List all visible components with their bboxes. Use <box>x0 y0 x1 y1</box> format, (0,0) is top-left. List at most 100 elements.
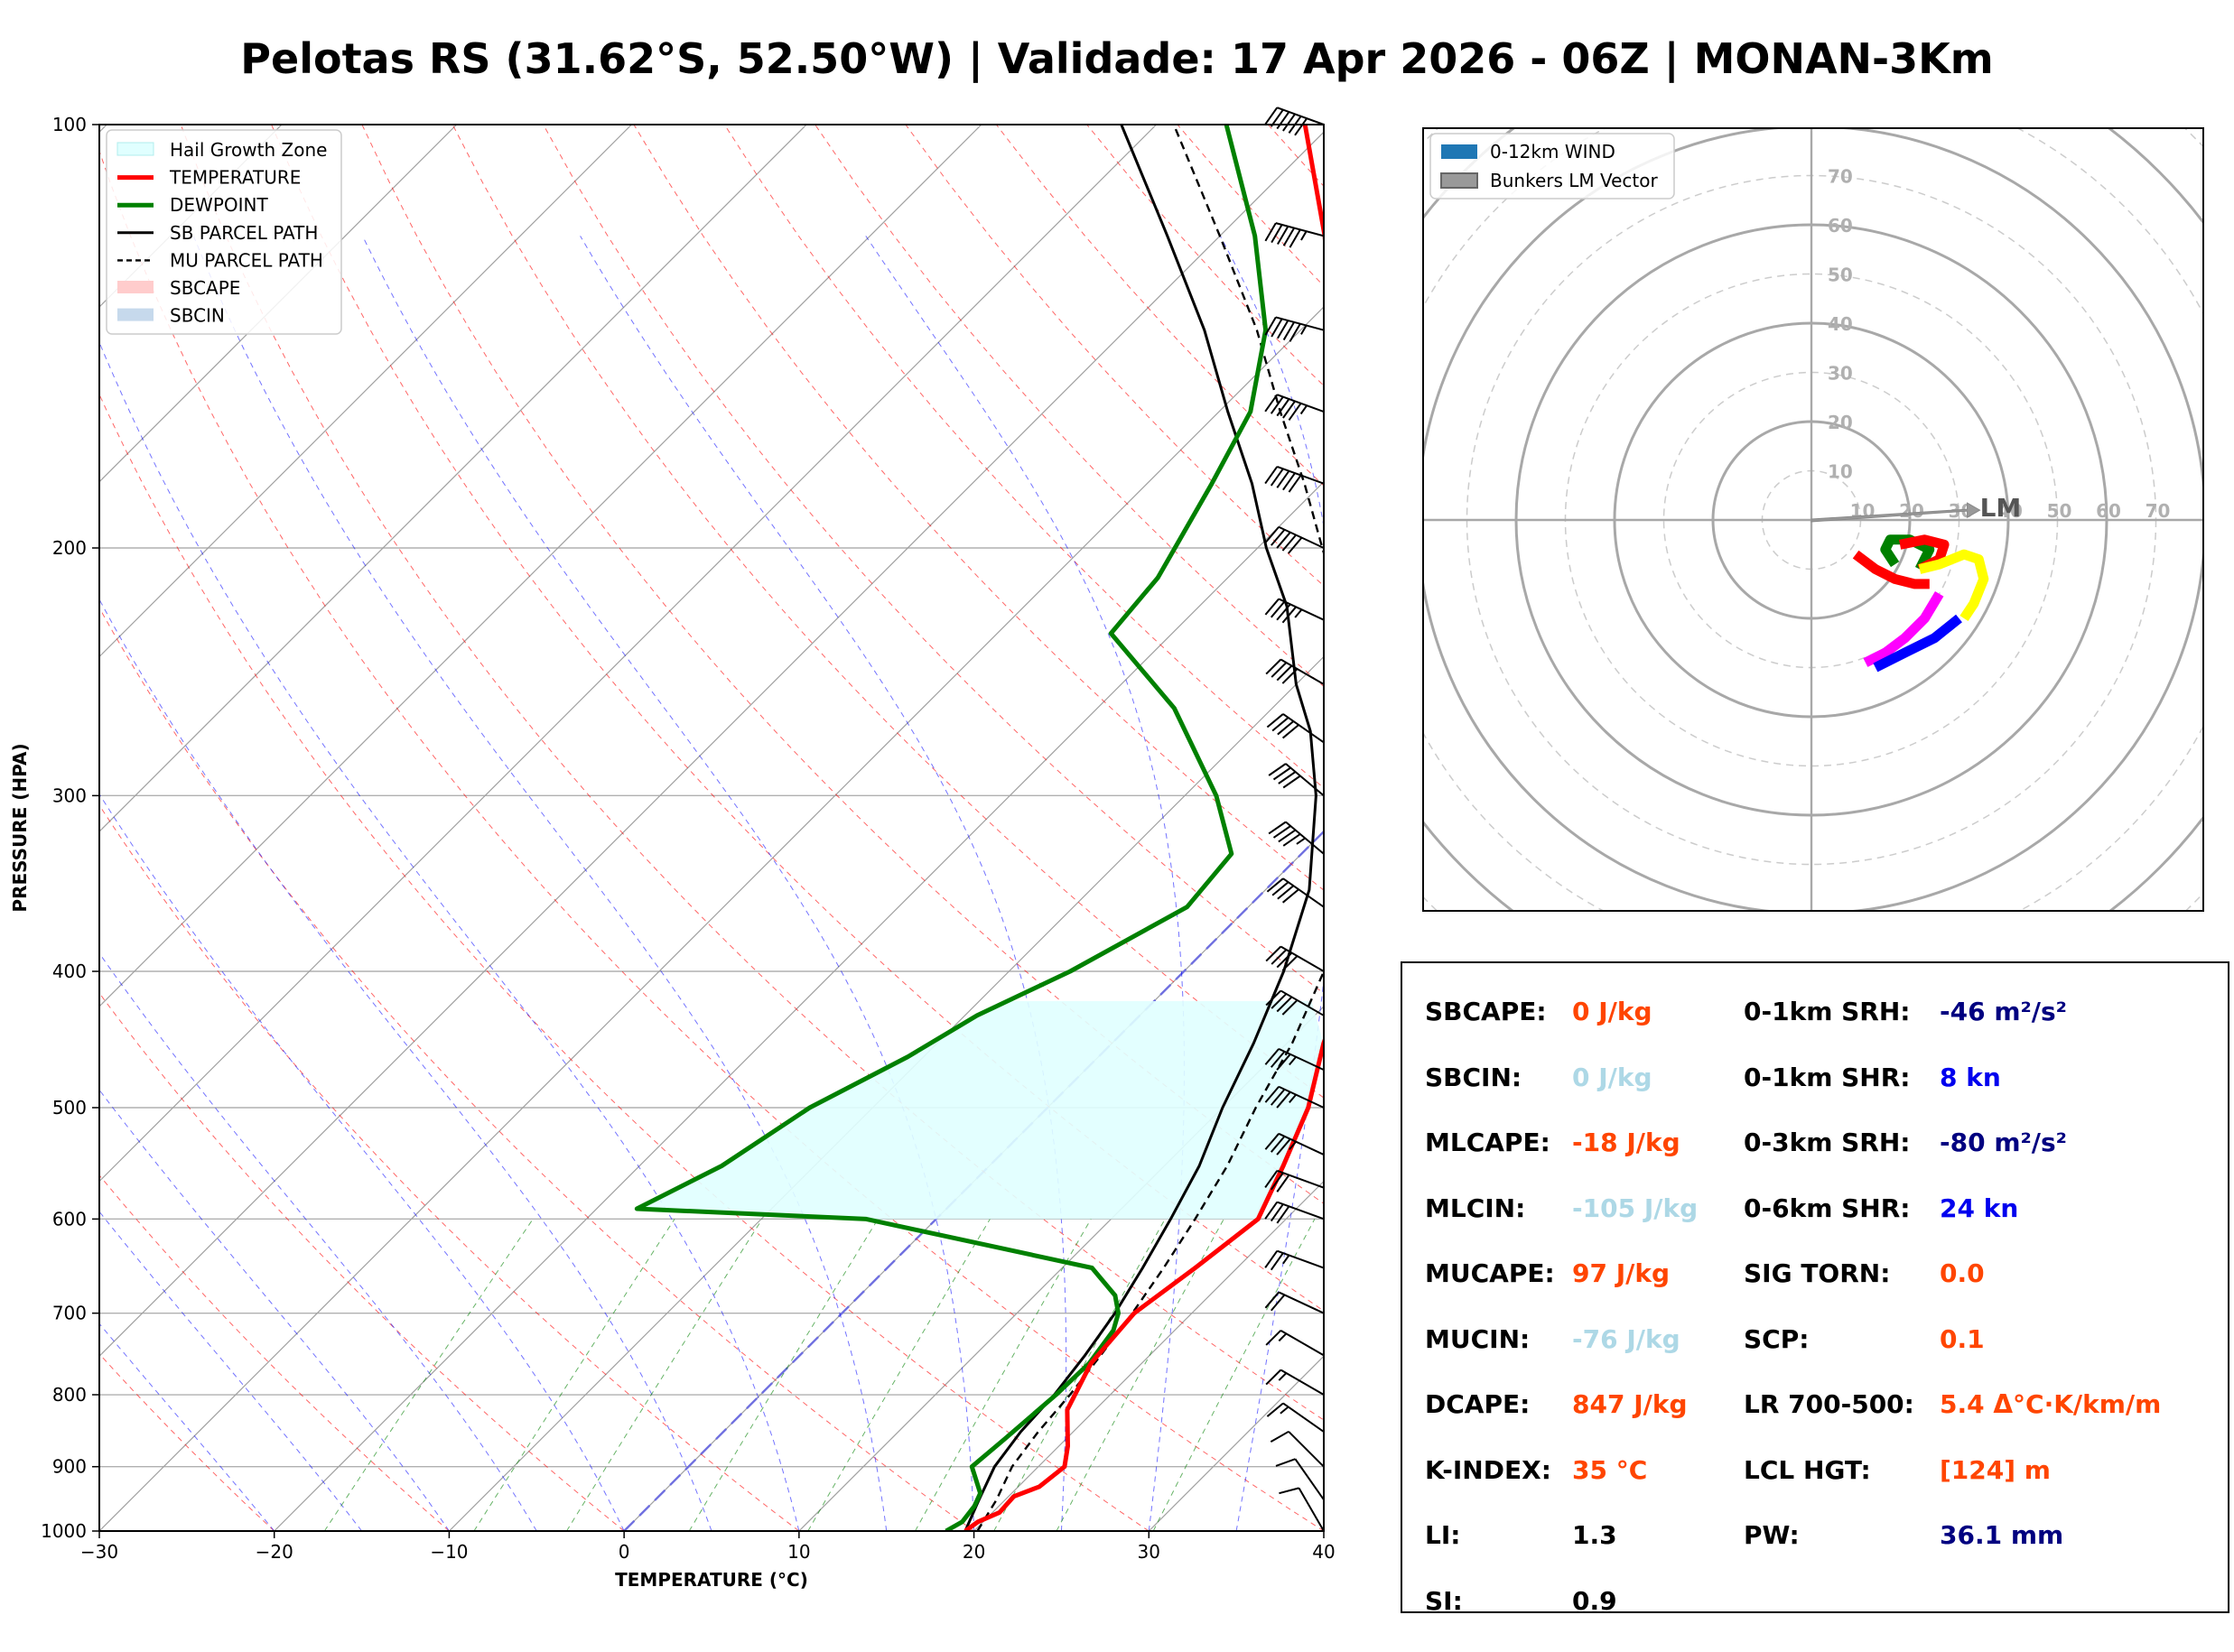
index-row: SBCAPE: 0 J/kg <box>1425 997 1804 1029</box>
wind-barb <box>1270 1430 1325 1468</box>
hodograph-ring-label-x: 40 <box>1997 500 2023 522</box>
wind-barb <box>1264 598 1325 624</box>
dry-adiabat-line <box>1267 125 1324 187</box>
y-tick-label: 500 <box>52 1097 87 1118</box>
dry-adiabat-line <box>995 125 1324 487</box>
hodograph-frame <box>1422 127 2204 912</box>
hodograph-ring-label-x: 20 <box>1899 500 1924 522</box>
index-row: SIG TORN: 0.0 <box>1744 1258 2123 1291</box>
wind-barb <box>1264 1201 1325 1224</box>
hodograph-ring-label-y: 60 <box>1828 215 1853 237</box>
index-value: 97 J/kg <box>1572 1258 1671 1288</box>
index-value: -18 J/kg <box>1572 1128 1680 1157</box>
index-row: 0-6km SHR: 24 kn <box>1744 1193 2123 1226</box>
dry-adiabat-line <box>451 125 1324 1099</box>
index-label: DCAPE: <box>1425 1389 1531 1419</box>
wind-barb <box>1265 945 1325 972</box>
index-label: LCL HGT: <box>1744 1454 1871 1485</box>
moist-adiabat-line <box>99 1323 275 1531</box>
mixing-ratio-line <box>993 1219 1166 1531</box>
wind-barb <box>1264 1085 1325 1109</box>
wind-barb <box>1265 658 1325 685</box>
dry-adiabat-line <box>633 125 1324 891</box>
y-tick-label: 700 <box>52 1303 87 1324</box>
index-value: -46 m²/s² <box>1940 997 2067 1026</box>
moist-adiabat-line <box>192 236 888 1531</box>
index-value: -105 J/kg <box>1572 1193 1699 1223</box>
index-label: MLCAPE: <box>1425 1128 1550 1157</box>
moist-adiabat-line <box>99 952 537 1531</box>
index-row: MLCAPE: -18 J/kg <box>1425 1128 1804 1160</box>
wind-barb <box>1264 107 1325 136</box>
x-tick-label: 10 <box>787 1541 810 1563</box>
wind-barb <box>1268 763 1325 797</box>
index-row: MLCIN: -105 J/kg <box>1425 1193 1804 1226</box>
wind-barb <box>1279 1487 1325 1532</box>
legend-label: DEWPOINT <box>170 194 268 216</box>
isotherm-line <box>99 125 458 483</box>
index-label: 0-6km SHR: <box>1744 1193 1911 1223</box>
hodograph-segment-6-9km <box>1918 549 1989 622</box>
moist-adiabat-line <box>1219 236 1324 1531</box>
skewt-legend: Hail Growth Zone TEMPERATURE DEWPOINT SB PA… <box>106 129 342 335</box>
index-row: SCP: 0.1 <box>1744 1324 2123 1357</box>
index-value: 0.1 <box>1940 1323 1985 1354</box>
legend-entry: SB PARCEL PATH <box>117 222 318 244</box>
index-label: SCP: <box>1744 1323 1810 1354</box>
wind-barb <box>1265 989 1325 1016</box>
mixing-ratio-line <box>1056 1219 1224 1531</box>
hodograph-chart: 1010202030304040505060607070 LM 0-12km W… <box>1422 127 2204 912</box>
y-axis-label: PRESSURE (HPA) <box>9 743 31 912</box>
hodograph-legend-entry: Bunkers LM Vector <box>1440 170 1659 191</box>
hodograph-ring-label-y: 20 <box>1828 412 1853 433</box>
index-row: DCAPE: 847 J/kg <box>1425 1389 1804 1422</box>
dry-adiabat-line <box>99 992 625 1531</box>
index-value: 0 J/kg <box>1572 997 1652 1026</box>
isotherm-line <box>274 480 1324 1531</box>
hodograph-legend-label: 0-12km WIND <box>1490 141 1615 162</box>
hodograph-segment-0-1km <box>1852 550 1930 589</box>
hodograph-legend-entry: 0-12km WIND <box>1441 141 1615 162</box>
index-label: MUCAPE: <box>1425 1258 1555 1288</box>
x-tick-label: 0 <box>619 1541 630 1563</box>
index-label: SBCIN: <box>1425 1062 1522 1092</box>
index-row: LCL HGT: [124] m <box>1744 1455 2123 1488</box>
mixing-ratio-line <box>1152 1219 1316 1531</box>
legend-entry: Hail Growth Zone <box>116 139 327 161</box>
moist-adiabat-line <box>99 793 625 1531</box>
skewt-frame <box>98 124 1325 1532</box>
wind-barb <box>1266 877 1325 908</box>
y-tick-label: 100 <box>52 114 87 135</box>
index-label: LI: <box>1425 1520 1461 1550</box>
dry-adiabat-line <box>271 125 1324 1312</box>
index-label: MUCIN: <box>1425 1323 1531 1354</box>
hodograph-ring-label-y: 30 <box>1828 363 1853 385</box>
moist-adiabat-line <box>99 1211 362 1531</box>
y-tick-label: 200 <box>52 537 87 559</box>
index-row: 0-3km SRH: -80 m²/s² <box>1744 1128 2123 1160</box>
index-value: 0.0 <box>1940 1258 1985 1288</box>
hodograph-ring-label-y: 70 <box>1828 166 1853 188</box>
y-tick-label: 300 <box>52 784 87 806</box>
mixing-ratio-line <box>566 1219 763 1531</box>
index-row: SI: 0.9 <box>1425 1586 1804 1619</box>
x-tick-label: 20 <box>963 1541 985 1563</box>
legend-entry: SBCAPE <box>117 277 240 299</box>
x-tick-label: 40 <box>1312 1541 1335 1563</box>
hodograph-ring-label-x: 60 <box>2096 500 2121 522</box>
index-value: 1.3 <box>1572 1520 1617 1550</box>
index-row: MUCAPE: 97 J/kg <box>1425 1258 1804 1291</box>
index-value: 0.9 <box>1572 1585 1617 1616</box>
wind-barb <box>1264 1132 1325 1155</box>
index-value: 8 kn <box>1940 1062 2001 1092</box>
wind-barb <box>1264 1249 1325 1271</box>
wind-barb <box>1264 1047 1325 1072</box>
zero-isotherm-line <box>623 830 1324 1531</box>
dry-adiabat-line <box>99 607 974 1531</box>
mixing-ratio-line <box>807 1219 991 1531</box>
wind-barb <box>1264 525 1325 554</box>
dry-adiabat-line <box>99 804 800 1531</box>
index-value: 35 °C <box>1572 1454 1648 1485</box>
hail-growth-zone <box>637 1001 1324 1220</box>
wind-barb <box>1264 1291 1325 1314</box>
